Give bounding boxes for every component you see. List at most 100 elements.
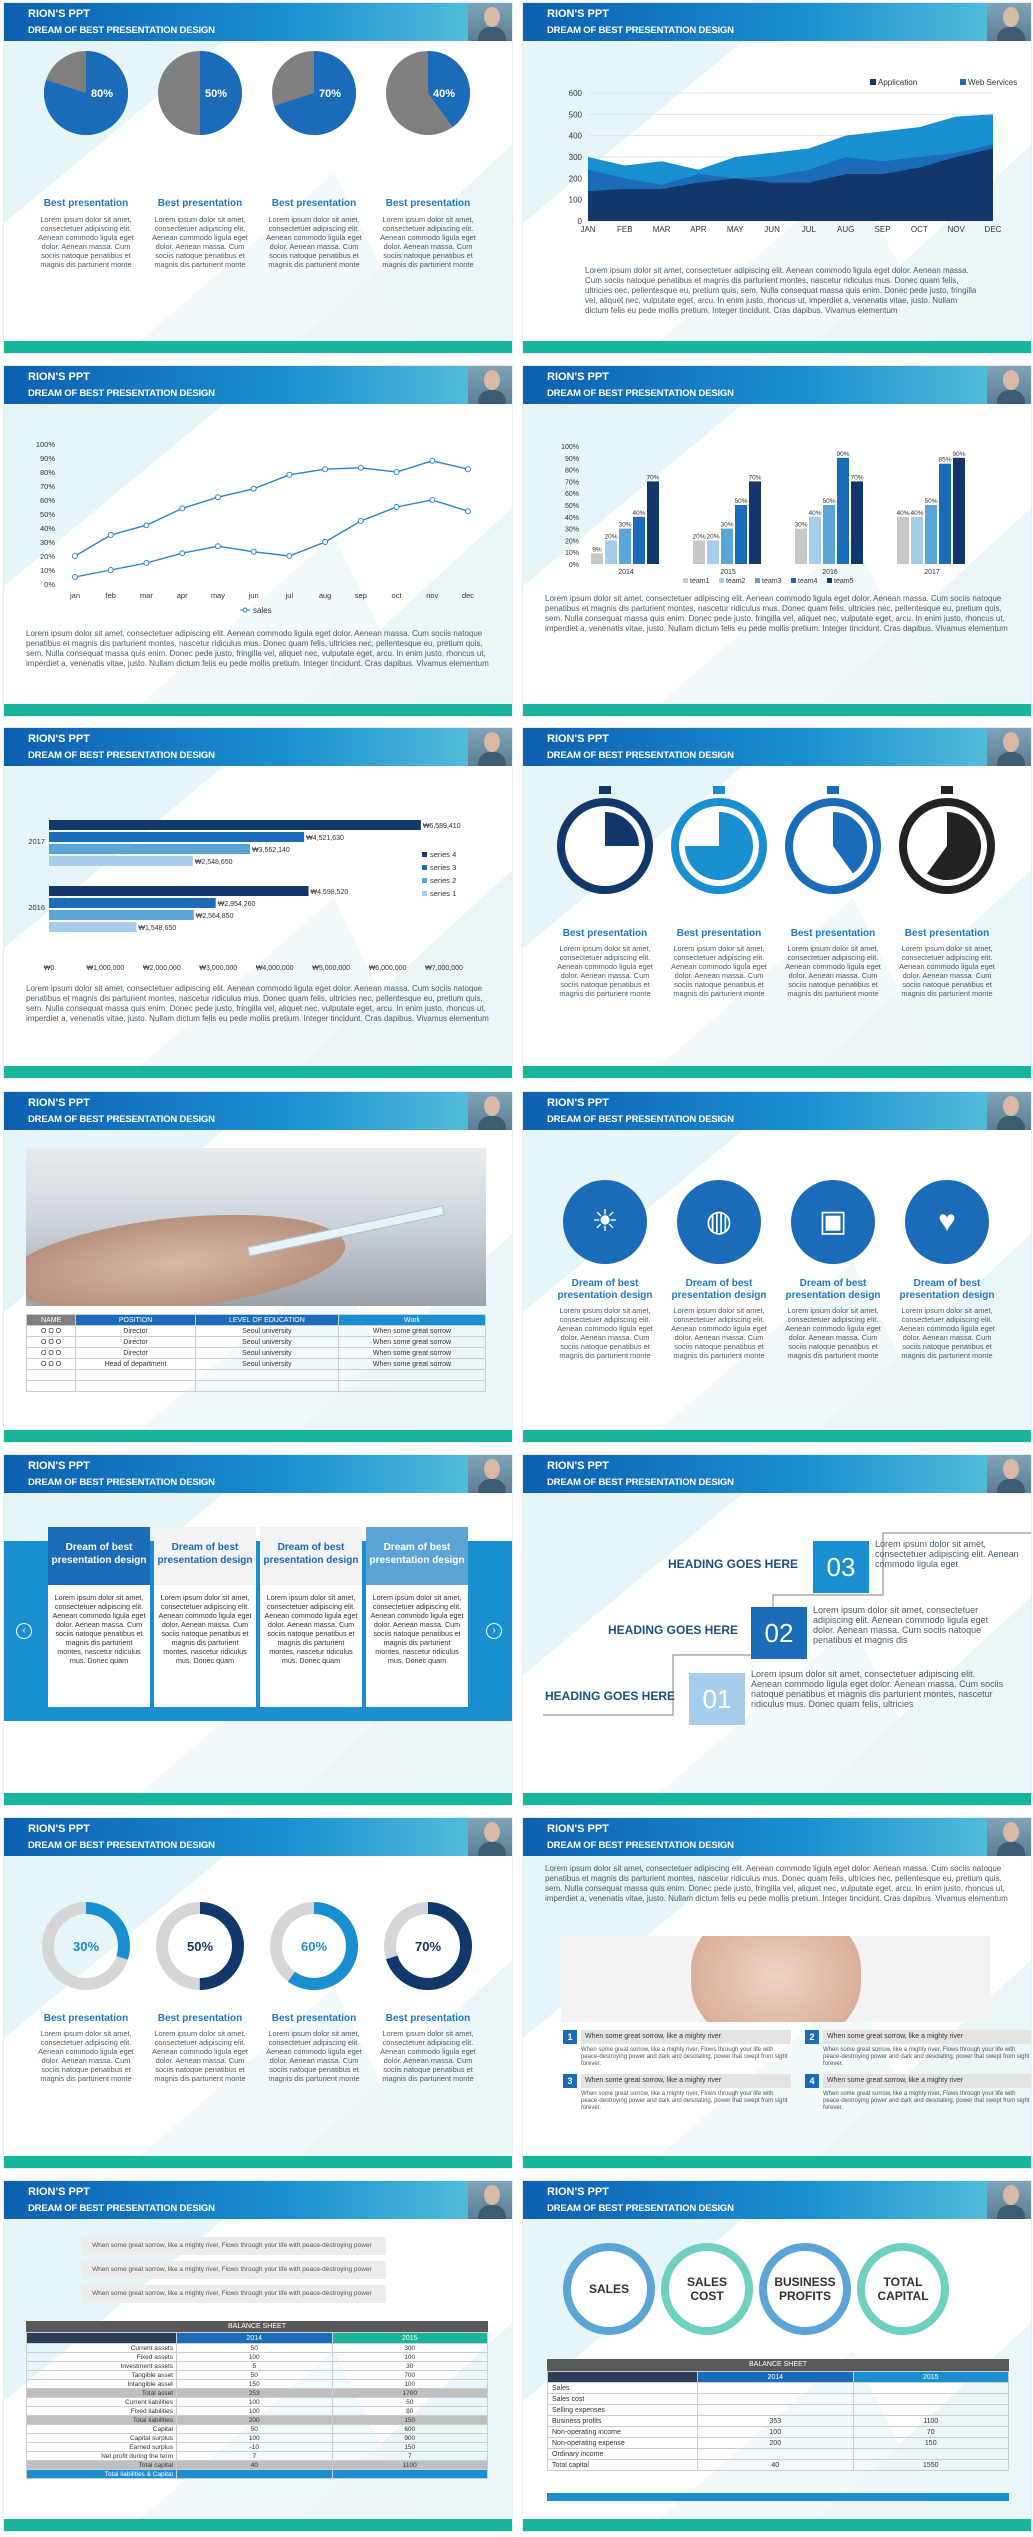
card-title: Best presentation bbox=[385, 198, 471, 209]
balance-sheet-table: 2014 2015 Sales Sales cost Selling expenses B… bbox=[547, 2371, 1009, 2471]
slide-4: RION'S PPT DREAM OF BEST PRESENTATION DES… bbox=[522, 365, 1032, 717]
y-tick-label: 50% bbox=[565, 503, 579, 510]
header-title: RION'S PPT bbox=[547, 733, 609, 745]
table-cell bbox=[331, 2469, 488, 2479]
table-cell bbox=[337, 1380, 487, 1392]
table-cell: 100 bbox=[176, 2433, 333, 2443]
presenter-photo bbox=[987, 1818, 1031, 1856]
header-title: RION'S PPT bbox=[28, 8, 90, 20]
table-header-row: 2014 2015 bbox=[26, 2332, 488, 2344]
presenter-head bbox=[1003, 7, 1019, 27]
header-subtitle: DREAM OF BEST PRESENTATION DESIGN bbox=[547, 1477, 734, 1488]
table-cell: Total capital bbox=[547, 2459, 698, 2471]
bar-value-label: 40% bbox=[808, 510, 821, 517]
card-title: Dream of best presentation design bbox=[154, 1527, 256, 1585]
stopwatch-fill bbox=[605, 812, 639, 846]
y-tick-label: 80% bbox=[40, 468, 55, 477]
presenter-photo bbox=[468, 1455, 512, 1493]
bar-value-label: 40% bbox=[632, 510, 645, 517]
header-title: RION'S PPT bbox=[547, 1823, 609, 1835]
table-cell: Selling expenses bbox=[547, 2404, 698, 2416]
item-text: When some great sorrow, like a mighty ri… bbox=[823, 2091, 1030, 2111]
card-text: Lorem ipsum dolor sit amet, consectetuer… bbox=[671, 944, 767, 998]
next-arrow-icon[interactable]: › bbox=[486, 1623, 502, 1639]
legend-swatch bbox=[422, 865, 427, 870]
photo-torso bbox=[691, 1936, 861, 2022]
legend-swatch bbox=[870, 79, 876, 85]
table-cell: 100 bbox=[176, 2397, 333, 2407]
table-cell bbox=[852, 2393, 1009, 2405]
table-cell: Ordinary income bbox=[547, 2448, 698, 2460]
bar-value-label: 70% bbox=[646, 474, 659, 481]
bar-value-label: 20% bbox=[692, 533, 705, 540]
presenter-photo bbox=[468, 1092, 512, 1130]
header-subtitle: DREAM OF BEST PRESENTATION DESIGN bbox=[28, 750, 215, 761]
x-tick-label: MAY bbox=[727, 225, 744, 234]
card-text: Lorem ipsum dolor sit amet, consectetuer… bbox=[380, 2029, 476, 2083]
table-cell: Sales cost bbox=[547, 2393, 698, 2405]
x-tick-label: 2014 bbox=[618, 569, 634, 576]
card-title: Best presentation bbox=[43, 2013, 129, 2024]
table-row: Tangible asset 50 700 bbox=[26, 2370, 488, 2380]
bar-value-label: 70% bbox=[748, 474, 761, 481]
slide-header: RION'S PPT DREAM OF BEST PRESENTATION DES… bbox=[4, 2181, 512, 2219]
table-cell: 50 bbox=[176, 2424, 333, 2434]
presenter-photo bbox=[468, 366, 512, 404]
x-tick-label: jul bbox=[285, 591, 294, 600]
x-tick-label: sep bbox=[355, 591, 367, 600]
y-tick-label: 20% bbox=[40, 552, 55, 561]
donut-arc bbox=[270, 1902, 358, 1990]
pie-slice bbox=[274, 51, 357, 135]
line-point bbox=[393, 469, 400, 475]
x-tick-label: dec bbox=[462, 591, 474, 600]
donut-arc bbox=[384, 1902, 472, 1990]
prev-arrow-icon[interactable]: ‹ bbox=[16, 1623, 32, 1639]
table-row: Earned surplus -10 150 bbox=[26, 2442, 488, 2452]
table-cell: 7 bbox=[176, 2451, 333, 2461]
quote-pill: When some great sorrow, like a mighty ri… bbox=[82, 2285, 386, 2303]
table-cell: 50 bbox=[176, 2343, 333, 2353]
presenter-body bbox=[478, 390, 506, 404]
table-cell: 1700 bbox=[331, 2388, 488, 2398]
presenter-photo bbox=[987, 1455, 1031, 1493]
table-cell bbox=[194, 1380, 339, 1392]
donut-label: 30% bbox=[73, 1939, 99, 1954]
image-icon: ▣ bbox=[818, 1205, 848, 1238]
card-title: Dream of best presentation design bbox=[366, 1527, 468, 1585]
presenter-head bbox=[1003, 1822, 1019, 1842]
slide-footer-bar bbox=[523, 1066, 1031, 1078]
table-header-cell: POSITION bbox=[75, 1314, 196, 1326]
slide-header: RION'S PPT DREAM OF BEST PRESENTATION DES… bbox=[523, 728, 1031, 766]
slide-header: RION'S PPT DREAM OF BEST PRESENTATION DES… bbox=[523, 3, 1031, 41]
legend-swatch bbox=[791, 578, 796, 583]
x-tick-label: mar bbox=[140, 591, 153, 600]
card-title: Best presentation bbox=[157, 2013, 243, 2024]
slide-header: RION'S PPT DREAM OF BEST PRESENTATION DES… bbox=[4, 1818, 512, 1856]
slide-header: RION'S PPT DREAM OF BEST PRESENTATION DES… bbox=[4, 728, 512, 766]
legend-swatch bbox=[719, 578, 724, 583]
presenter-body bbox=[997, 2205, 1025, 2219]
slide-footer-bar bbox=[523, 704, 1031, 716]
slide-header: RION'S PPT DREAM OF BEST PRESENTATION DES… bbox=[523, 1455, 1031, 1493]
card-text: Lorem ipsum dolor sit amet, consectetuer… bbox=[264, 1593, 358, 1665]
table-cell: Tangible asset bbox=[26, 2370, 177, 2380]
table-header-cell: 2014 bbox=[176, 2332, 333, 2344]
legend-label: team4 bbox=[798, 578, 818, 585]
header-subtitle: DREAM OF BEST PRESENTATION DESIGN bbox=[547, 1114, 734, 1125]
pie-label: 40% bbox=[433, 88, 455, 100]
bar-value-label: ₩3,562,140 bbox=[252, 847, 290, 854]
line-point bbox=[286, 471, 293, 478]
bar-value-label: 40% bbox=[910, 510, 923, 517]
slide-1: RION'S PPT DREAM OF BEST PRESENTATION DES… bbox=[3, 2, 513, 354]
presenter-body bbox=[478, 2205, 506, 2219]
bar-value-label: ₩1,548,650 bbox=[138, 925, 176, 932]
slide-footer-bar bbox=[4, 1430, 512, 1442]
table-footer-bar bbox=[547, 2493, 1009, 2501]
icon-circle: ◍ bbox=[677, 1180, 761, 1264]
header-title: RION'S PPT bbox=[547, 1460, 609, 1472]
body-text: Lorem ipsum dolor sit amet, consectetuer… bbox=[545, 594, 1008, 633]
table-cell: 200 bbox=[697, 2437, 854, 2449]
table-row: Business profits 353 1100 bbox=[547, 2415, 1009, 2427]
card-text: Lorem ipsum dolor sit amet, consectetuer… bbox=[152, 215, 248, 269]
quote-pill: When some great sorrow, like a mighty ri… bbox=[82, 2237, 386, 2255]
